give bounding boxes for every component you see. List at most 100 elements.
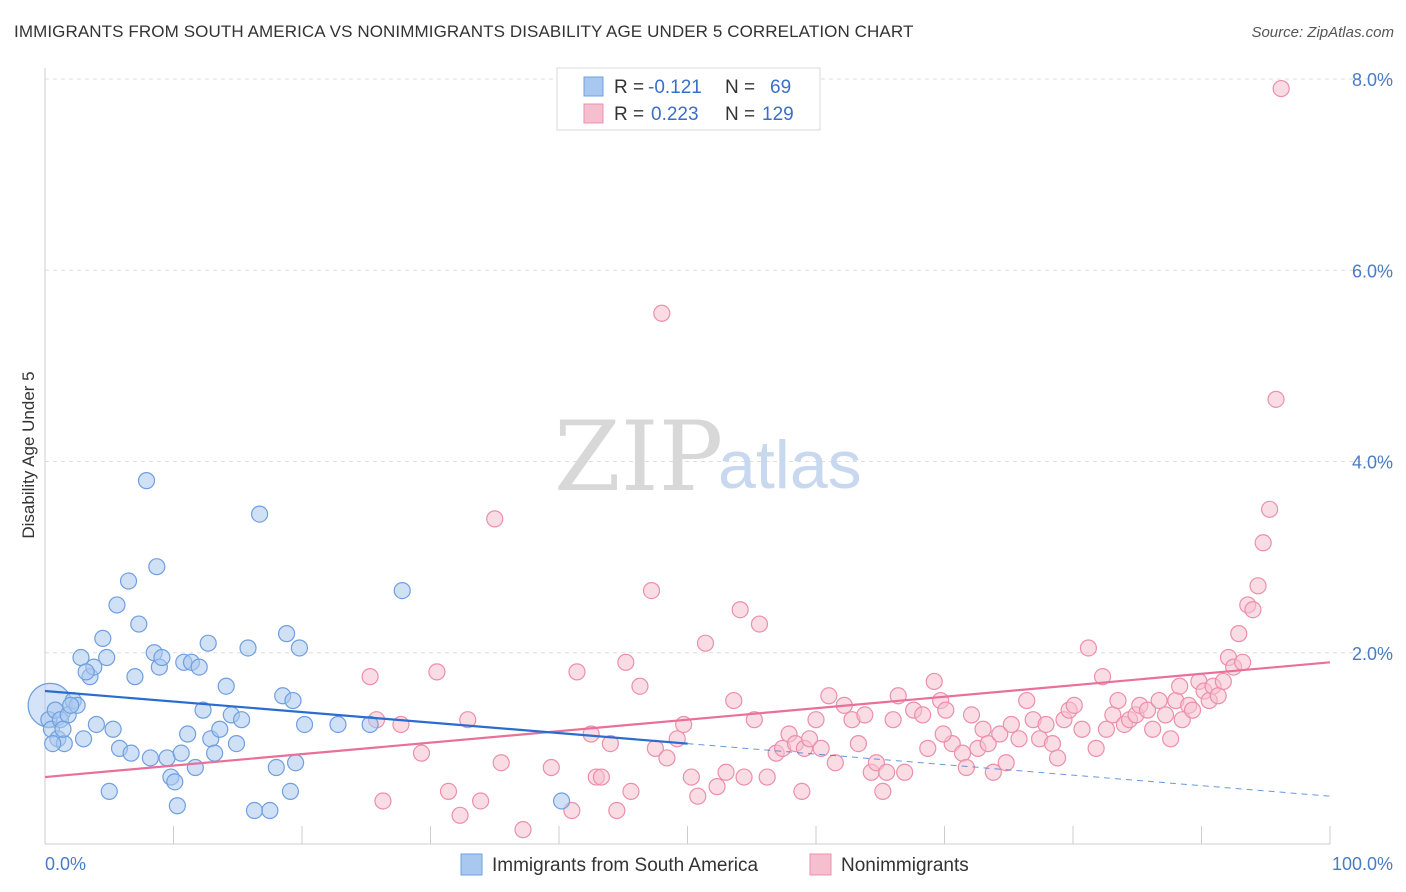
nonimmigrants-point xyxy=(459,711,477,729)
immigrants-point xyxy=(74,730,93,748)
immigrants-point xyxy=(329,715,347,734)
legend-r-label-blue: R = xyxy=(614,77,644,98)
immigrants-point xyxy=(281,782,300,801)
nonimmigrants-point xyxy=(668,730,686,748)
nonimmigrants-point xyxy=(856,706,874,724)
immigrants-point xyxy=(104,720,122,738)
watermark-atlas-text: atlas xyxy=(718,427,862,503)
nonimmigrants-point xyxy=(1267,390,1285,408)
immigrants-point xyxy=(166,773,184,791)
immigrants-point xyxy=(261,801,279,820)
immigrants-point xyxy=(54,720,72,738)
immigrants-point xyxy=(122,744,140,762)
nonimmigrants-point xyxy=(725,691,743,710)
nonimmigrants-point xyxy=(1214,672,1232,691)
nonimmigrants-point xyxy=(1162,730,1180,748)
nonimmigrants-point xyxy=(997,754,1015,772)
nonimmigrants-point xyxy=(1079,639,1098,657)
trend-lines xyxy=(44,661,1331,797)
nonimmigrants-point xyxy=(689,787,707,805)
nonimmigrants-point xyxy=(820,687,838,705)
immigrants-point xyxy=(77,663,95,681)
nonimmigrants-point xyxy=(1018,691,1036,710)
immigrants-point xyxy=(267,758,285,777)
stats-legend: R = -0.121 N = 69 R = 0.223 N = 129 xyxy=(556,67,821,131)
nonimmigrants-point xyxy=(735,768,753,786)
watermark: ZIP atlas xyxy=(554,401,862,513)
nonimmigrants-point xyxy=(1144,720,1162,738)
nonimmigrants-point xyxy=(642,581,661,600)
series-legend-label-pink: Nonimmigrants xyxy=(841,855,969,876)
y-tick-labels: 2.0% 4.0% 6.0% 8.0% xyxy=(1352,70,1393,664)
immigrants-point xyxy=(206,744,224,762)
legend-n-value-blue: 69 xyxy=(770,77,791,98)
immigrants-point xyxy=(211,720,229,738)
nonimmigrants-point xyxy=(934,725,952,743)
nonimmigrants-point xyxy=(617,653,635,671)
nonimmigrants-point xyxy=(1272,79,1290,98)
immigrants-point xyxy=(44,734,62,753)
immigrants-point xyxy=(94,629,112,648)
immigrants-point xyxy=(137,472,156,490)
nonimmigrants-point xyxy=(472,792,490,810)
immigrants-point xyxy=(245,801,264,820)
nonimmigrants-point xyxy=(1209,687,1227,705)
nonimmigrants-point xyxy=(1002,715,1020,734)
nonimmigrants-point xyxy=(807,711,825,729)
immigrants-point xyxy=(286,754,305,772)
legend-r-value-pink: 0.223 xyxy=(651,104,699,125)
nonimmigrants-point xyxy=(1138,701,1157,719)
nonimmigrants-point xyxy=(361,668,379,686)
nonimmigrants-point xyxy=(1048,749,1067,767)
immigrants-point xyxy=(108,596,126,614)
nonimmigrants-point xyxy=(1150,691,1168,710)
legend-n-value-pink: 129 xyxy=(762,104,794,125)
nonimmigrants-point xyxy=(979,734,997,753)
nonimmigrants-point xyxy=(696,634,715,652)
nonimmigrants-point xyxy=(896,763,914,781)
immigrants-point xyxy=(250,505,269,523)
nonimmigrants-point xyxy=(731,601,749,619)
nonimmigrants-point xyxy=(658,749,676,767)
nonimmigrants-point xyxy=(974,720,992,738)
x-tick-label-max: 100.0% xyxy=(1332,854,1393,874)
nonimmigrants-point xyxy=(1109,691,1127,710)
immigrants-point xyxy=(153,648,171,667)
nonimmigrants-point xyxy=(1249,577,1267,595)
immigrants-point xyxy=(98,648,116,667)
nonimmigrants-point xyxy=(708,778,726,796)
immigrants-point xyxy=(148,558,166,576)
nonimmigrants-point xyxy=(1234,653,1252,671)
immigrants-point xyxy=(141,749,159,767)
nonimmigrants-point xyxy=(412,744,431,762)
nonimmigrants-point xyxy=(601,734,620,753)
immigrants-point xyxy=(119,572,138,590)
nonimmigrants-point xyxy=(849,734,868,753)
immigrants-point xyxy=(194,701,212,719)
series-legend-label-blue: Immigrants from South America xyxy=(492,855,759,876)
immigrants-trend-line xyxy=(44,689,688,745)
nonimmigrants-point xyxy=(1043,734,1062,753)
nonimmigrants-point xyxy=(717,763,735,781)
immigrants-point xyxy=(227,734,246,753)
immigrants-point xyxy=(168,797,186,815)
nonimmigrants-point xyxy=(1261,500,1279,518)
nonimmigrants-points xyxy=(361,79,1290,839)
immigrants-point xyxy=(186,758,204,777)
legend-r-label-pink: R = xyxy=(614,104,644,125)
nonimmigrants-point xyxy=(1171,677,1189,695)
nonimmigrants-point xyxy=(750,615,769,633)
nonimmigrants-point xyxy=(1230,625,1248,643)
immigrants-trend-extension xyxy=(687,743,1331,797)
nonimmigrants-point xyxy=(1183,701,1202,719)
nonimmigrants-point xyxy=(608,801,626,820)
nonimmigrants-point xyxy=(953,744,972,762)
nonimmigrants-point xyxy=(800,730,819,748)
nonimmigrants-point xyxy=(957,758,975,777)
nonimmigrants-point xyxy=(682,768,700,786)
nonimmigrants-point xyxy=(914,706,932,724)
nonimmigrants-point xyxy=(1065,696,1083,714)
x-tick-label-min: 0.0% xyxy=(45,854,86,874)
nonimmigrants-point xyxy=(428,663,446,681)
nonimmigrants-point xyxy=(758,768,776,786)
